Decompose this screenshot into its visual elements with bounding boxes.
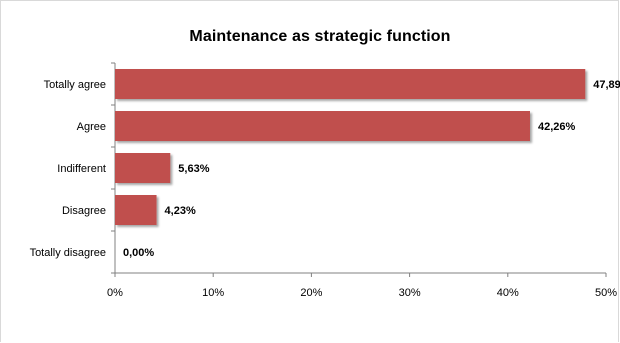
bar	[115, 111, 530, 141]
category-label: Disagree	[62, 205, 106, 217]
x-tick-label: 30%	[399, 287, 421, 299]
data-label: 42,26%	[538, 121, 576, 133]
x-tick-label: 10%	[202, 287, 224, 299]
chart-title: Maintenance as strategic function	[189, 28, 451, 45]
bar	[115, 153, 171, 183]
category-label: Agree	[77, 121, 106, 133]
bar	[115, 69, 586, 99]
x-tick-label: 50%	[595, 287, 617, 299]
data-label: 47,89%	[593, 79, 620, 91]
x-tick-label: 0%	[107, 287, 123, 299]
data-label: 0,00%	[123, 247, 154, 259]
category-label: Totally disagree	[30, 247, 106, 259]
data-label: 4,23%	[165, 205, 196, 217]
data-label: 5,63%	[178, 163, 209, 175]
bar	[115, 195, 157, 225]
category-label: Indifferent	[57, 163, 106, 175]
category-label: Totally agree	[44, 79, 106, 91]
x-tick-label: 20%	[300, 287, 322, 299]
x-tick-label: 40%	[497, 287, 519, 299]
